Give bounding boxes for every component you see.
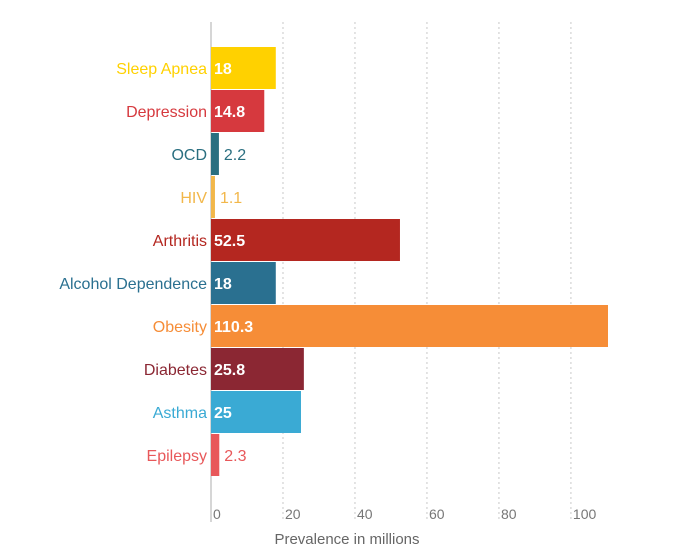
category-label: Arthritis	[153, 233, 207, 250]
category-label: Sleep Apnea	[116, 61, 207, 78]
value-label: 1.1	[220, 190, 242, 207]
x-tick-labels: 0 20 40 60 80 100	[213, 506, 596, 522]
value-label: 2.3	[224, 448, 246, 465]
category-label: OCD	[171, 147, 207, 164]
x-tick-label: 0	[213, 506, 221, 522]
value-labels: 18 14.8 2.2 1.1 52.5 18 110.3 25.8 25 2.3	[214, 61, 253, 465]
bar	[211, 219, 400, 261]
x-axis-title: Prevalence in millions	[274, 531, 419, 548]
category-labels: Sleep Apnea Depression OCD HIV Arthritis Alco…	[59, 61, 207, 465]
bars-group	[211, 47, 608, 476]
x-tick-label: 20	[285, 506, 301, 522]
category-label: HIV	[180, 190, 207, 207]
grid-lines	[282, 22, 572, 522]
value-label: 52.5	[214, 233, 245, 250]
category-label: Alcohol Dependence	[59, 276, 207, 293]
value-label: 2.2	[224, 147, 246, 164]
category-label: Asthma	[153, 405, 207, 422]
bar	[211, 348, 304, 390]
x-tick-label: 100	[573, 506, 597, 522]
value-label: 18	[214, 276, 232, 293]
bar	[211, 133, 219, 175]
value-label: 25	[214, 405, 232, 422]
x-tick-label: 80	[501, 506, 517, 522]
value-label: 14.8	[214, 104, 245, 121]
category-label: Depression	[126, 104, 207, 121]
bar	[211, 47, 276, 89]
value-label: 110.3	[214, 319, 253, 336]
category-label: Obesity	[153, 319, 207, 336]
bar	[211, 262, 276, 304]
value-label: 18	[214, 61, 232, 78]
x-tick-label: 60	[429, 506, 445, 522]
value-label: 25.8	[214, 362, 245, 379]
category-label: Epilepsy	[147, 448, 207, 465]
x-tick-label: 40	[357, 506, 373, 522]
bar	[211, 391, 301, 433]
bar	[211, 434, 220, 476]
bar	[211, 90, 265, 132]
category-label: Diabetes	[144, 362, 207, 379]
bar	[211, 176, 215, 218]
bar	[211, 305, 608, 347]
